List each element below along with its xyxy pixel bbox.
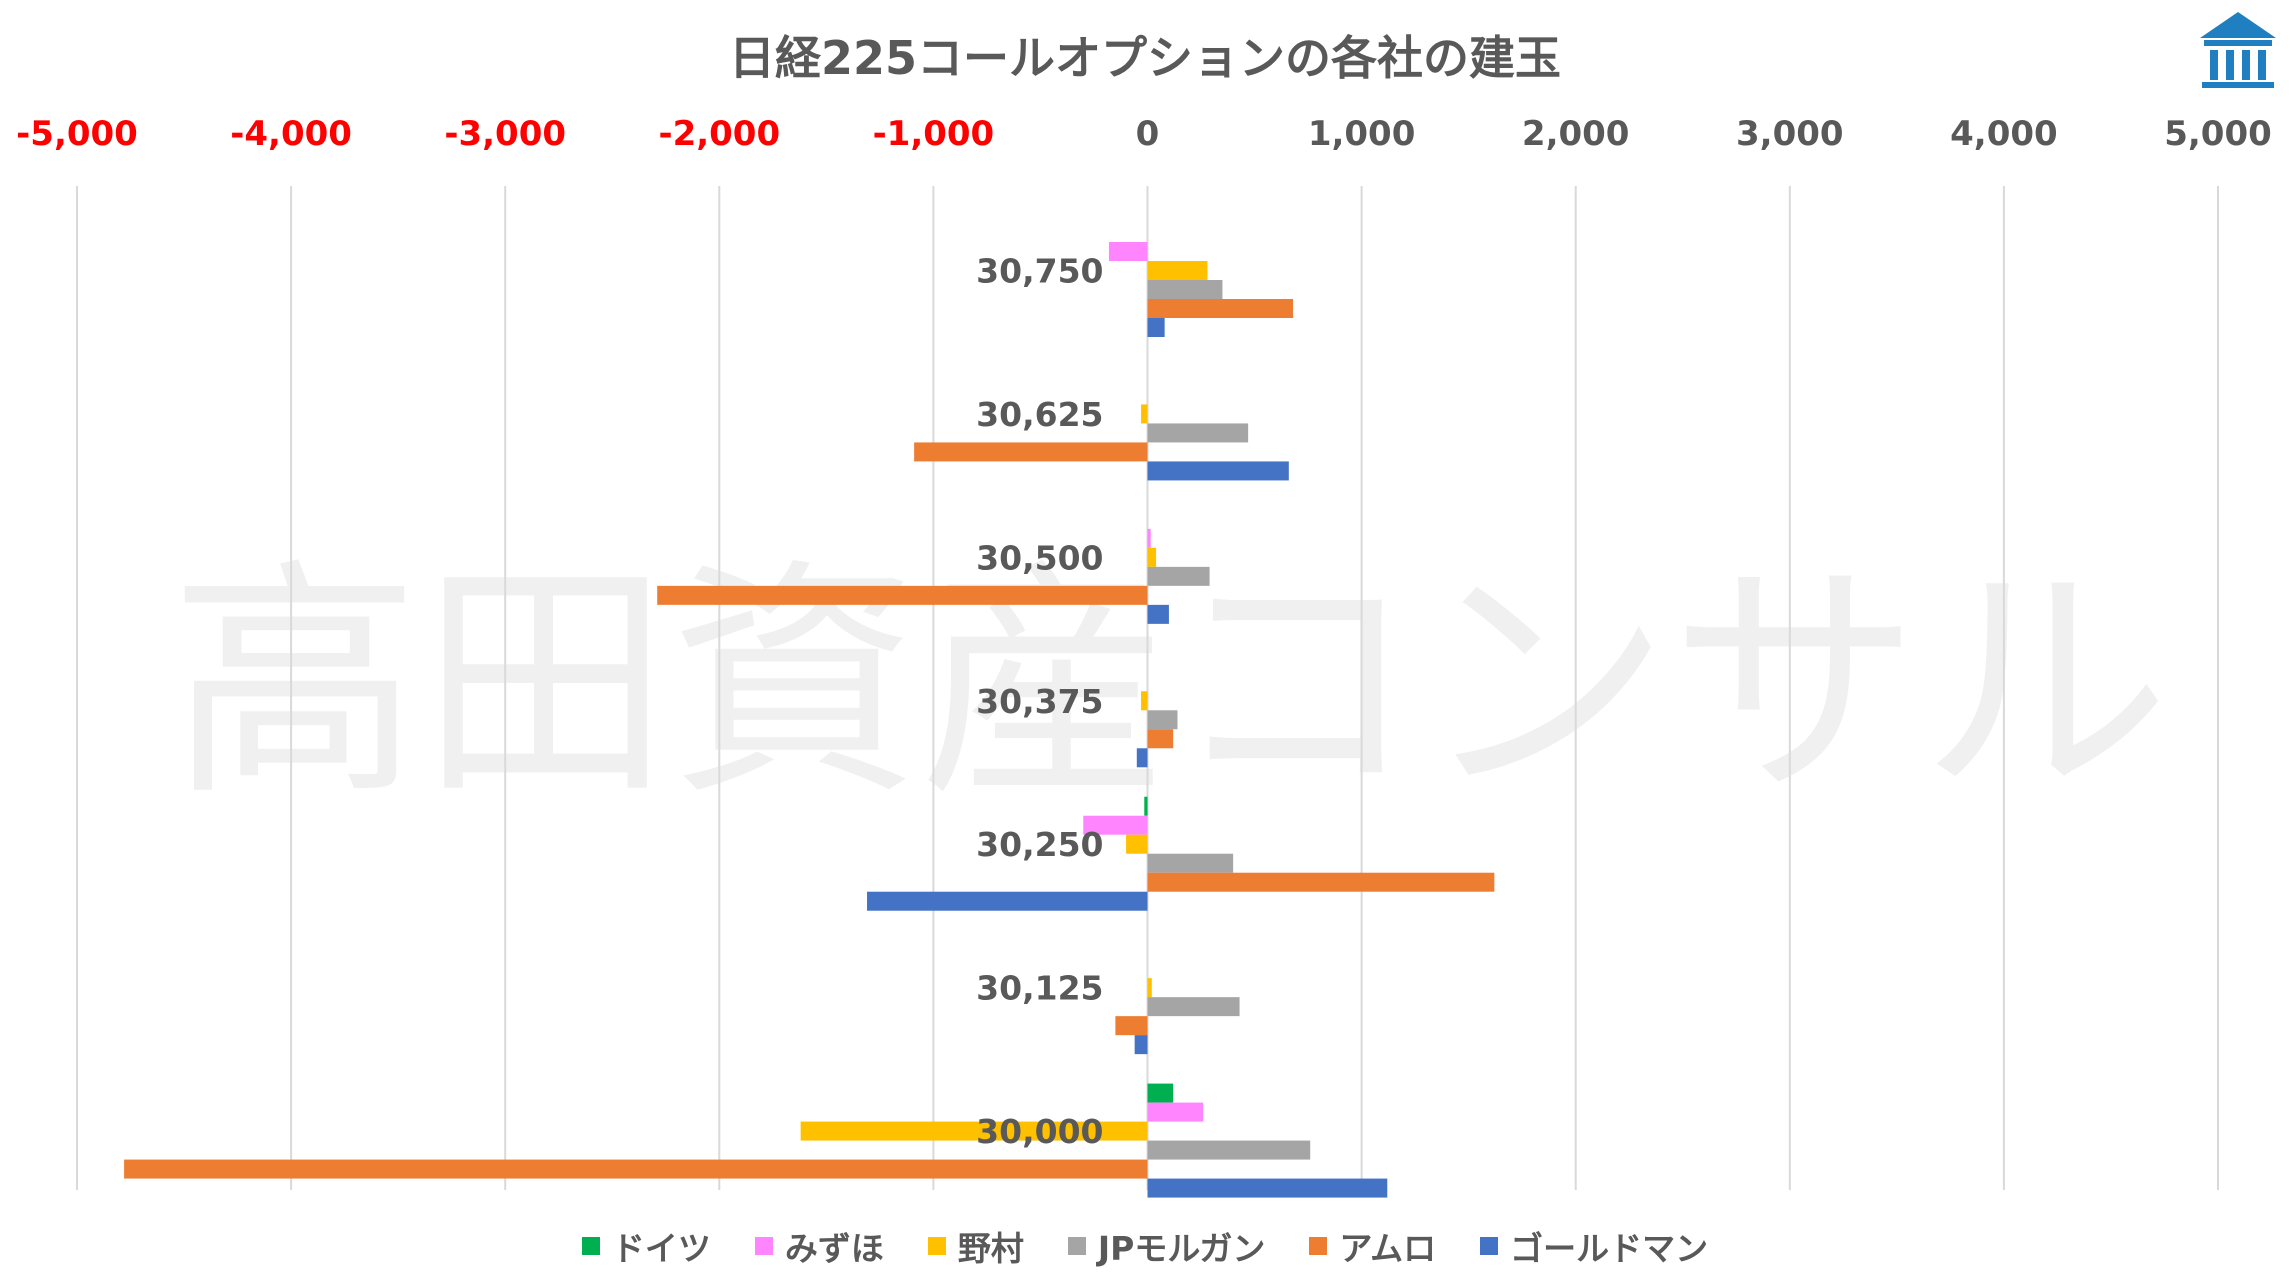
- legend-item: JPモルガン: [1067, 1222, 1266, 1270]
- x-tick-label: -2,000: [658, 114, 780, 154]
- legend-item: アムロ: [1309, 1222, 1436, 1270]
- category-label: 30,625: [976, 395, 1103, 434]
- legend-label: 野村: [957, 1229, 1024, 1268]
- building-logo-icon: [2200, 12, 2276, 88]
- bars: [124, 242, 1495, 1198]
- bar-アムロ: [1147, 872, 1495, 892]
- bar-アムロ: [1147, 299, 1294, 318]
- bar-野村: [1147, 978, 1152, 998]
- bar-アムロ: [124, 1159, 1148, 1179]
- category-label: 30,250: [976, 825, 1103, 864]
- bar-みずほ: [1108, 242, 1148, 261]
- bar-野村: [1147, 261, 1208, 280]
- category-labels: 30,750 30,625 30,500 30,375 30,250 30,125 30,0…: [976, 252, 1103, 1152]
- chart-title: 日経225コールオプションの各社の建玉: [728, 31, 1562, 85]
- bar-ゴールドマン: [1147, 604, 1169, 624]
- watermark-text: 高田資産コンサル: [170, 538, 2170, 829]
- legend-swatch: [754, 1237, 773, 1255]
- category-label: 30,000: [976, 1112, 1103, 1151]
- bar-ドイツ: [1147, 1083, 1174, 1103]
- legend-item: ドイツ: [581, 1222, 711, 1270]
- legend-item: みずほ: [754, 1222, 884, 1270]
- bar-JPモルガン: [1147, 853, 1234, 873]
- bar-野村: [1126, 834, 1148, 854]
- bar-JPモルガン: [1147, 710, 1178, 730]
- category-label: 30,500: [976, 538, 1103, 577]
- bar-ゴールドマン: [1134, 1035, 1148, 1055]
- bar-野村: [1141, 691, 1148, 711]
- legend-item: 野村: [927, 1222, 1024, 1270]
- bar-JPモルガン: [1147, 997, 1240, 1017]
- x-tick-label: -5,000: [16, 114, 138, 154]
- x-tick-label: 2,000: [1522, 114, 1630, 154]
- legend-swatch: [1480, 1237, 1499, 1255]
- bar-野村: [1141, 404, 1148, 424]
- bar-ゴールドマン: [1147, 461, 1289, 481]
- bar-アムロ: [657, 585, 1148, 605]
- legend-label: ゴールドマン: [1510, 1229, 1709, 1268]
- category-label: 30,375: [976, 682, 1103, 721]
- x-tick-label: -1,000: [873, 114, 995, 154]
- bar-アムロ: [914, 442, 1148, 462]
- bar-ゴールドマン: [867, 891, 1148, 911]
- x-tick-label: 3,000: [1736, 114, 1844, 154]
- bar-ゴールドマン: [1147, 1178, 1388, 1198]
- bar-アムロ: [1115, 1016, 1148, 1036]
- bar-みずほ: [1147, 1102, 1204, 1122]
- x-tick-label: -3,000: [444, 114, 566, 154]
- bar-JPモルガン: [1147, 1140, 1311, 1160]
- legend-swatch: [1309, 1237, 1328, 1255]
- category-label: 30,125: [976, 969, 1103, 1008]
- bar-ゴールドマン: [1136, 748, 1148, 768]
- bar-みずほ: [1147, 528, 1151, 548]
- x-tick-label: 1,000: [1308, 114, 1416, 154]
- bar-JPモルガン: [1147, 423, 1249, 443]
- legend-label: ドイツ: [611, 1229, 711, 1268]
- legend-label: アムロ: [1339, 1229, 1437, 1268]
- bar-野村: [800, 1121, 1148, 1141]
- legend-label: みずほ: [784, 1229, 884, 1268]
- bar-アムロ: [1147, 729, 1174, 749]
- x-tick-label: -4,000: [230, 114, 352, 154]
- category-label: 30,750: [976, 252, 1103, 291]
- x-tick-labels: -5,000 -4,000 -3,000 -2,000 -1,000 0 1,000 2,00…: [16, 114, 2272, 154]
- bar-ドイツ: [1144, 796, 1148, 816]
- bar-野村: [1147, 547, 1157, 567]
- bar-JPモルガン: [1147, 566, 1210, 586]
- legend-swatch: [581, 1237, 600, 1255]
- legend: ドイツ みずほ 野村 JPモルガン アムロ ゴールドマン: [0, 1222, 2290, 1270]
- bar-みずほ: [1083, 815, 1148, 835]
- x-tick-label: 4,000: [1950, 114, 2058, 154]
- legend-item: ゴールドマン: [1480, 1222, 1708, 1270]
- legend-label: JPモルガン: [1097, 1229, 1266, 1268]
- bar-ゴールドマン: [1147, 318, 1165, 337]
- x-tick-label: 5,000: [2164, 114, 2272, 154]
- legend-swatch: [927, 1237, 946, 1255]
- gridlines: [76, 186, 2219, 1190]
- legend-swatch: [1067, 1237, 1086, 1255]
- x-tick-label: 0: [1136, 114, 1160, 154]
- bar-JPモルガン: [1147, 280, 1223, 299]
